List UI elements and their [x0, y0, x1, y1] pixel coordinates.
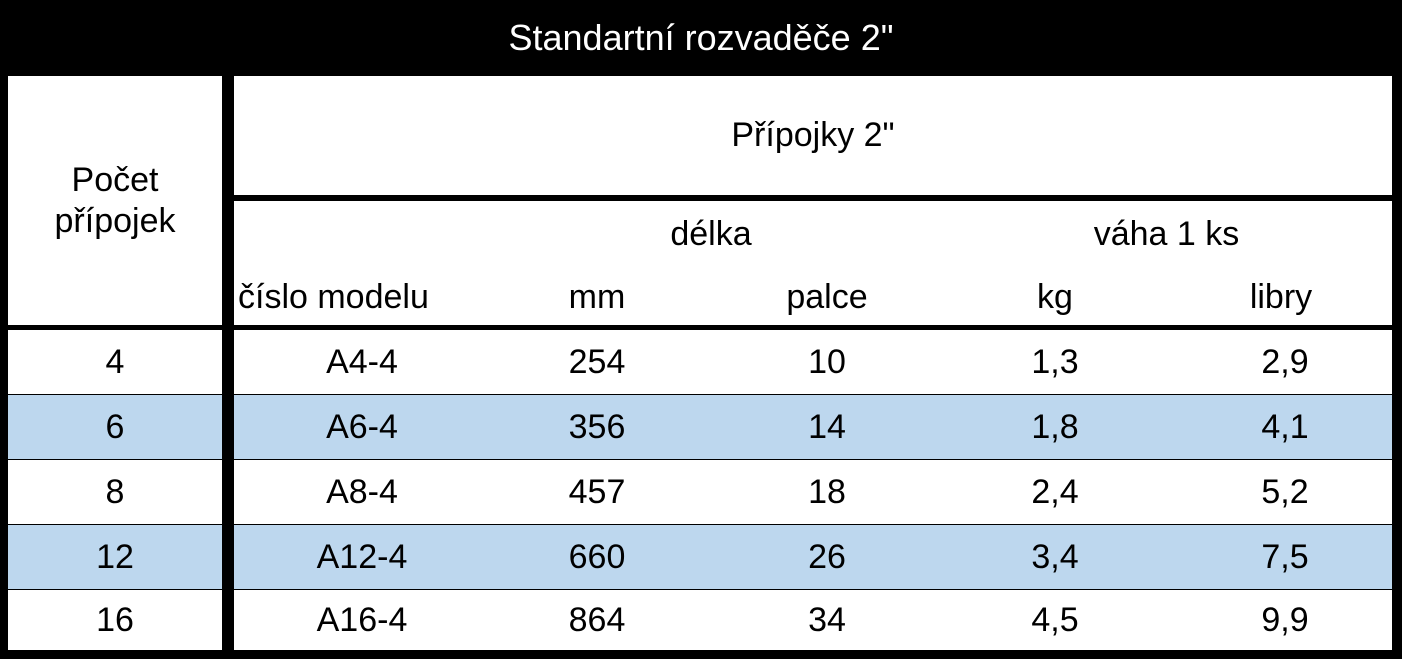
cell-text: 4 — [105, 342, 125, 381]
cell-text: 10 — [808, 342, 846, 381]
cell-text: 1,3 — [1031, 342, 1079, 381]
cell-text: 7,5 — [1261, 537, 1309, 576]
column-header: libry — [1249, 277, 1313, 316]
cell-text: 9,9 — [1261, 600, 1309, 639]
cell-text: 14 — [808, 407, 846, 446]
row-header: Počet přípojek — [54, 160, 176, 240]
column-header: palce — [786, 277, 868, 316]
cell — [234, 76, 1392, 195]
subgroup-header: váha 1 ks — [1093, 214, 1240, 253]
cell-text: 34 — [808, 600, 846, 639]
cell-text: 26 — [808, 537, 846, 576]
title: Standartní rozvaděče 2" — [508, 17, 894, 59]
subgroup-header: délka — [670, 214, 752, 253]
cell-text: A16-4 — [316, 600, 408, 639]
cell-text: A12-4 — [316, 537, 408, 576]
cell-text: 864 — [568, 600, 626, 639]
row-bg — [8, 590, 222, 650]
row-bg — [234, 525, 1392, 589]
row-bg — [234, 460, 1392, 524]
cell — [8, 76, 222, 325]
column-header: číslo modelu — [238, 277, 429, 316]
cell-text: 3,4 — [1031, 537, 1079, 576]
row-bg — [8, 525, 222, 589]
cell-text: A6-4 — [326, 407, 398, 446]
row-bg — [8, 460, 222, 524]
row-bg — [234, 395, 1392, 459]
column-header: mm — [568, 277, 626, 316]
cell-text: 2,4 — [1031, 472, 1079, 511]
cell-text: 457 — [568, 472, 626, 511]
cell-text: 254 — [568, 342, 626, 381]
cell-text: 12 — [96, 537, 134, 576]
cell-text: 660 — [568, 537, 626, 576]
cell — [234, 201, 1392, 325]
cell-text: 6 — [105, 407, 125, 446]
cell-text: 4,1 — [1261, 407, 1309, 446]
cell-text: 4,5 — [1031, 600, 1079, 639]
row-bg — [8, 330, 222, 394]
row-bg — [234, 330, 1392, 394]
column-header: kg — [1037, 277, 1073, 316]
cell-text: 5,2 — [1261, 472, 1309, 511]
cell-text: A4-4 — [326, 342, 398, 381]
row-bg — [8, 395, 222, 459]
cell-text: 16 — [96, 600, 134, 639]
cell-text: 2,9 — [1261, 342, 1309, 381]
cell-text: 18 — [808, 472, 846, 511]
group-header: Přípojky 2" — [731, 116, 895, 155]
cell-text: 8 — [105, 472, 125, 511]
cell-text: A8-4 — [326, 472, 398, 511]
row-bg — [234, 590, 1392, 650]
cell-text: 1,8 — [1031, 407, 1079, 446]
cell-text: 356 — [568, 407, 626, 446]
